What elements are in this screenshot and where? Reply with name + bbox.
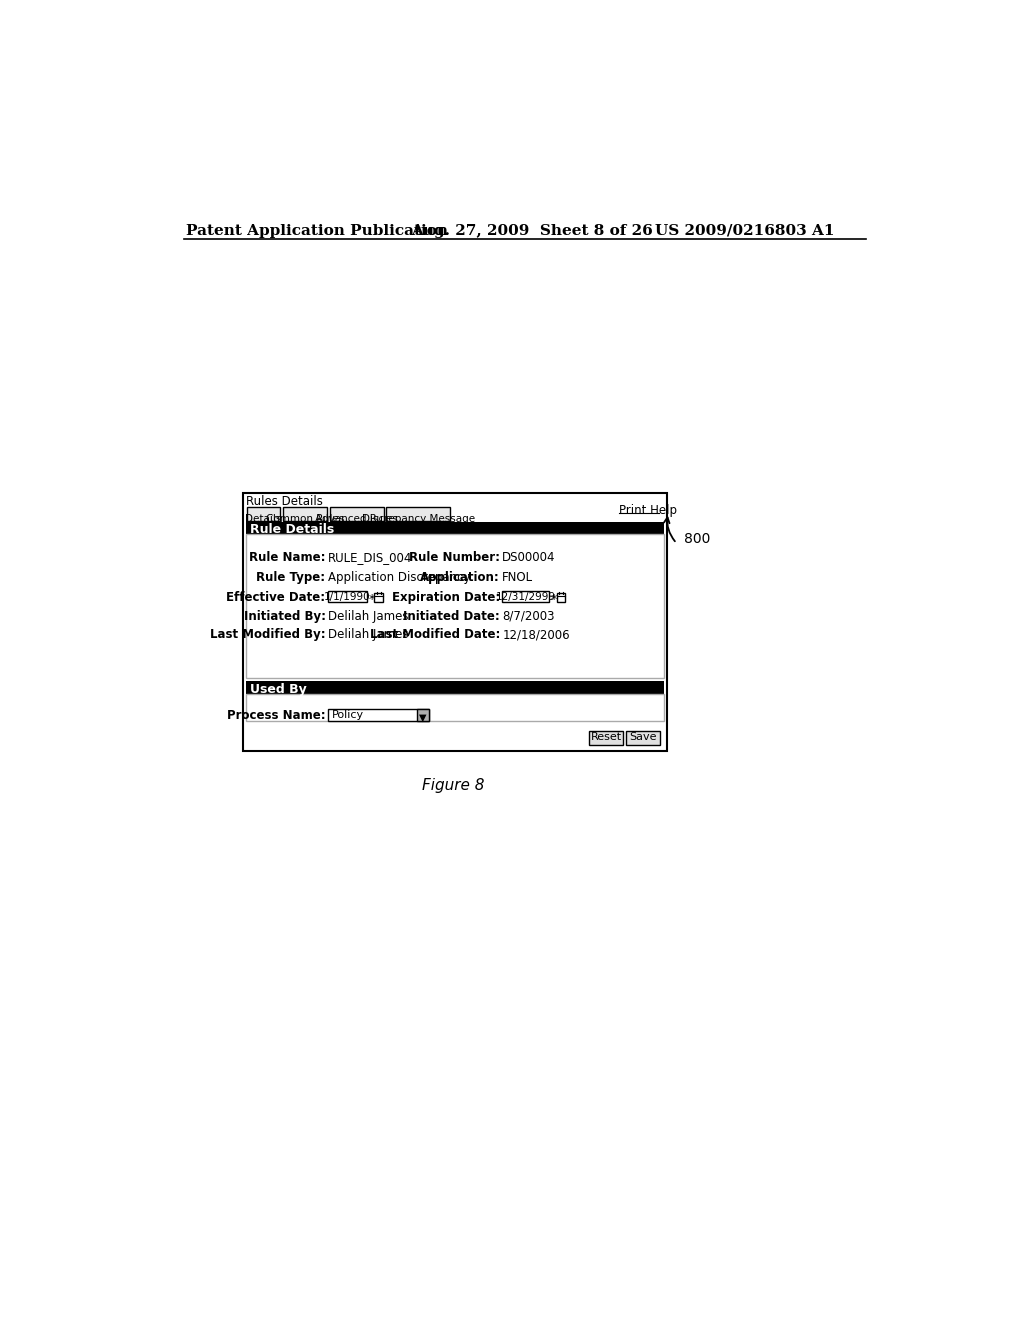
- Text: Delilah James: Delilah James: [328, 628, 409, 642]
- Text: Initiated By:: Initiated By:: [244, 610, 326, 623]
- Text: *: *: [550, 593, 557, 606]
- Bar: [330, 507, 384, 521]
- Text: 12/31/2999: 12/31/2999: [496, 591, 556, 602]
- Bar: [246, 693, 664, 721]
- Bar: [328, 709, 429, 721]
- Text: Discrepancy Message: Discrepancy Message: [361, 515, 475, 524]
- Text: *: *: [369, 593, 375, 606]
- Text: Figure 8: Figure 8: [422, 779, 484, 793]
- Bar: [386, 507, 451, 521]
- Text: Aug. 27, 2009  Sheet 8 of 26: Aug. 27, 2009 Sheet 8 of 26: [411, 224, 652, 238]
- Bar: [557, 593, 565, 602]
- Text: Rule Details: Rule Details: [251, 524, 335, 536]
- Text: Reset: Reset: [591, 733, 622, 742]
- Text: RULE_DIS_004: RULE_DIS_004: [328, 552, 413, 564]
- Text: 1/1/1990: 1/1/1990: [324, 591, 371, 602]
- Text: Common Rules: Common Rules: [266, 515, 344, 524]
- Bar: [243, 494, 667, 751]
- Bar: [248, 507, 280, 521]
- Text: Delilah James: Delilah James: [328, 610, 409, 623]
- Text: FNOL: FNOL: [503, 572, 534, 585]
- Text: Details: Details: [246, 515, 282, 524]
- Text: Patent Application Publication: Patent Application Publication: [186, 224, 449, 238]
- Text: Last Modified Date:: Last Modified Date:: [370, 628, 500, 642]
- Text: Rule Type:: Rule Type:: [256, 572, 326, 585]
- Text: Process Name:: Process Name:: [227, 709, 326, 722]
- Text: Advanced Rules: Advanced Rules: [315, 515, 398, 524]
- Text: Used By: Used By: [251, 682, 307, 696]
- Bar: [627, 731, 660, 744]
- Text: Initiated Date:: Initiated Date:: [403, 610, 500, 623]
- Bar: [589, 731, 624, 744]
- Text: Print Help: Print Help: [618, 504, 677, 517]
- Text: US 2009/0216803 A1: US 2009/0216803 A1: [655, 224, 835, 238]
- Text: Policy: Policy: [332, 710, 364, 721]
- Text: 800: 800: [684, 532, 711, 546]
- Bar: [503, 591, 549, 602]
- Text: Effective Date:: Effective Date:: [226, 591, 326, 605]
- Bar: [246, 681, 664, 693]
- Text: Rule Number:: Rule Number:: [409, 552, 500, 564]
- Text: 12/18/2006: 12/18/2006: [503, 628, 570, 642]
- Text: DS00004: DS00004: [503, 552, 556, 564]
- Text: Application:: Application:: [420, 572, 500, 585]
- Text: Rule Name:: Rule Name:: [249, 552, 326, 564]
- Bar: [283, 507, 328, 521]
- Bar: [375, 593, 383, 602]
- Text: Application Discrepancy: Application Discrepancy: [328, 572, 470, 585]
- Bar: [328, 591, 367, 602]
- Text: Expiration Date:: Expiration Date:: [392, 591, 500, 605]
- Text: Last Modified By:: Last Modified By:: [210, 628, 326, 642]
- Text: 8/7/2003: 8/7/2003: [503, 610, 555, 623]
- Bar: [417, 709, 429, 721]
- Bar: [246, 535, 664, 678]
- Bar: [246, 521, 664, 535]
- Text: Save: Save: [630, 733, 657, 742]
- Text: Rules Details: Rules Details: [246, 495, 323, 508]
- Text: ▼: ▼: [419, 713, 427, 723]
